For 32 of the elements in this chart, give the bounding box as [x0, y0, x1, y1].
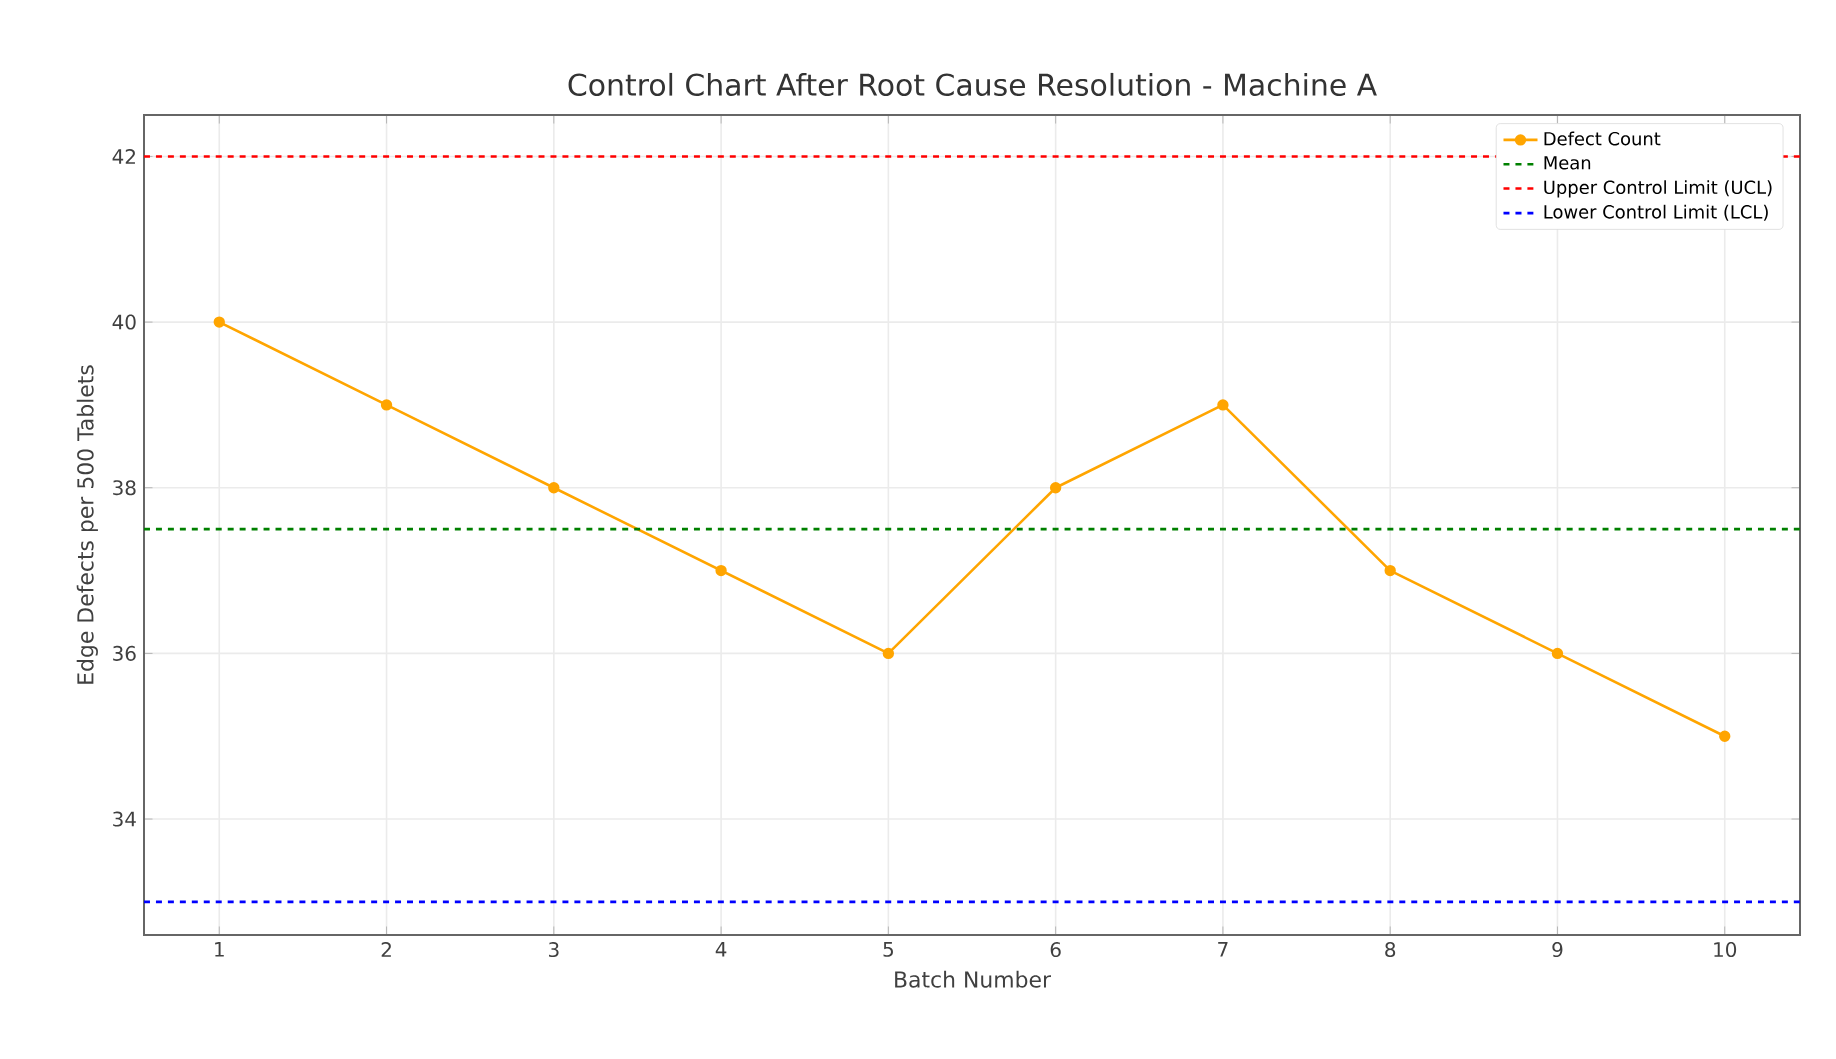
point — [1551, 647, 1564, 660]
legend-label: Mean — [1544, 156, 1591, 170]
x-tick-label: 5 — [883, 942, 893, 957]
y-tick-label: 34 — [113, 811, 136, 827]
x-tick-label: 3 — [549, 942, 559, 958]
x-tick-label: 10 — [1714, 942, 1737, 958]
x-tick-label: 8 — [1385, 942, 1396, 958]
legend-label: Upper Control Limit (UCL) — [1544, 180, 1772, 198]
x-tick-label: 7 — [1218, 942, 1228, 957]
x-tick-label: 4 — [715, 942, 727, 957]
chart-title: Control Chart After Root Cause Resolution - Machine A — [568, 72, 1377, 97]
point — [715, 564, 727, 577]
y-tick-label: 40 — [112, 314, 136, 330]
x-tick-label: 1 — [215, 942, 224, 957]
legend-label: Defect Count — [1544, 131, 1661, 146]
point — [548, 482, 560, 494]
point — [1049, 482, 1062, 494]
y-tick-label: 38 — [113, 480, 136, 496]
point — [380, 399, 393, 411]
x-tick-label: 9 — [1552, 942, 1563, 958]
point — [1384, 564, 1396, 577]
point — [213, 316, 225, 328]
x-tick-label: 6 — [1050, 942, 1061, 958]
y-tick-label: 42 — [112, 149, 135, 164]
point — [1719, 730, 1731, 742]
x-tick-label: 2 — [381, 942, 391, 957]
legend-label: Lower Control Limit (LCL) — [1544, 204, 1768, 221]
point — [882, 647, 895, 660]
y-tick-label: 36 — [113, 645, 136, 661]
y-axis-title: Edge Defects per 500 Tablets — [76, 365, 98, 684]
point — [1217, 399, 1229, 411]
x-axis-title: Batch Number — [895, 970, 1051, 988]
